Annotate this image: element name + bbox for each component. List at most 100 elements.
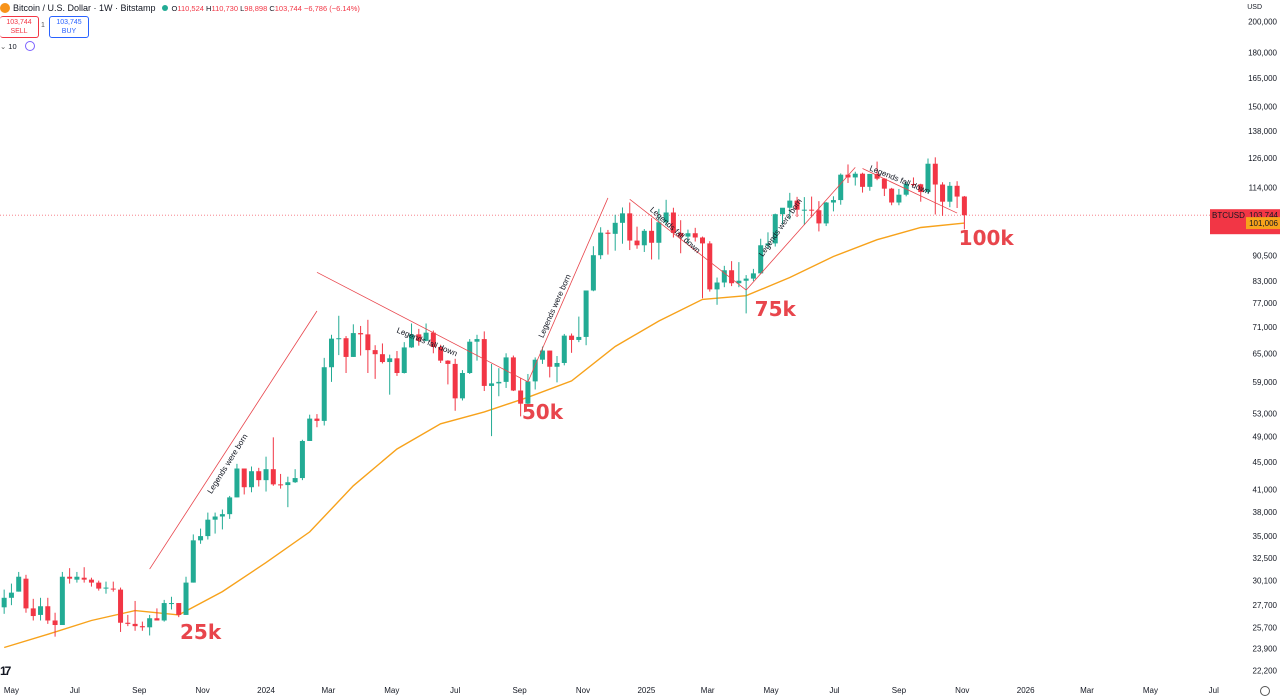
candle-body: [634, 240, 640, 246]
candle-body: [532, 359, 538, 382]
candle: [183, 576, 189, 615]
candle: [532, 357, 538, 390]
sell-button[interactable]: 103,744 SELL: [0, 16, 39, 38]
candle: [489, 363, 495, 437]
y-tick-label: 53,000: [1253, 410, 1278, 419]
candle-body: [743, 278, 749, 281]
candle: [576, 316, 582, 343]
candle: [314, 414, 320, 428]
candle: [670, 207, 676, 238]
candle-body: [729, 270, 735, 284]
candle: [496, 368, 502, 397]
candle-body: [270, 469, 276, 485]
candle: [263, 456, 269, 492]
candle: [816, 201, 822, 232]
candle: [147, 614, 153, 636]
candle: [350, 324, 356, 357]
candle-body: [67, 576, 73, 579]
candles-layer: [1, 157, 967, 637]
candle-body: [190, 540, 196, 583]
x-tick-label: May: [1143, 686, 1158, 695]
candle-body: [74, 576, 80, 580]
candle: [838, 173, 844, 205]
candle-body: [467, 341, 473, 374]
candle-body: [496, 381, 502, 384]
candle: [270, 437, 276, 486]
x-tick-label: Sep: [512, 686, 527, 695]
currency-label[interactable]: USD: [1247, 4, 1262, 11]
y-tick-label: 59,000: [1253, 378, 1278, 387]
y-tick-label: 165,000: [1248, 74, 1277, 83]
candle: [379, 343, 385, 364]
candle: [467, 339, 473, 374]
spread-value: 1: [41, 22, 45, 29]
candle-body: [132, 623, 138, 627]
x-tick-label: Nov: [196, 686, 210, 695]
candle-body: [23, 578, 29, 609]
candle-body: [474, 339, 480, 342]
indicator-settings-icon[interactable]: [24, 41, 35, 51]
candle-body: [227, 497, 233, 515]
candle: [750, 268, 756, 282]
x-tick-label: Jul: [829, 686, 839, 695]
trend-line: [149, 310, 318, 570]
candle-body: [59, 576, 65, 626]
candle-body: [714, 282, 720, 290]
candle-body: [932, 163, 938, 185]
x-tick-label: Jul: [1209, 686, 1219, 695]
candle-body: [459, 373, 465, 399]
candle-body: [678, 232, 684, 237]
settings-icon[interactable]: [1260, 686, 1270, 696]
candle: [896, 188, 902, 206]
candle-body: [394, 358, 400, 374]
candle-body: [489, 383, 495, 386]
symbol-title[interactable]: Bitcoin / U.S. Dollar · 1W · Bitstamp: [13, 3, 156, 13]
candle: [74, 571, 80, 583]
y-tick-label: 150,000: [1248, 102, 1277, 111]
candle-body: [940, 184, 946, 202]
candle-body: [307, 418, 313, 441]
candle: [1, 589, 7, 614]
candle: [292, 469, 298, 483]
buy-button[interactable]: 103,745 BUY: [49, 16, 89, 38]
x-tick-label: Sep: [892, 686, 907, 695]
candle: [227, 495, 233, 519]
candle-body: [525, 381, 531, 404]
candle: [16, 571, 22, 592]
candle: [445, 360, 451, 385]
candle-body: [889, 188, 895, 203]
candle-body: [372, 350, 378, 355]
candle-body: [16, 576, 22, 592]
candle: [947, 181, 953, 208]
y-tick-label: 83,000: [1253, 277, 1278, 286]
candle-body: [692, 233, 698, 238]
candle: [721, 265, 727, 288]
candle: [910, 177, 916, 187]
candle-body: [925, 163, 931, 193]
y-tick-label: 30,100: [1253, 577, 1278, 586]
candle-body: [81, 577, 87, 580]
candle: [401, 342, 407, 374]
candle-body: [583, 290, 589, 337]
candle: [823, 201, 829, 227]
candle-body: [954, 185, 960, 197]
candle: [416, 328, 422, 346]
last-price-badge: 103,744: [1249, 211, 1278, 220]
candle: [23, 574, 29, 613]
candle: [285, 476, 291, 508]
axes-layer: 200,000180,000165,000150,000138,000126,0…: [4, 17, 1280, 695]
level-label: 50k: [522, 400, 564, 424]
candle-body: [285, 482, 291, 486]
candle: [801, 197, 807, 225]
candle-body: [670, 212, 676, 233]
chevron-down-icon[interactable]: ⌄: [0, 41, 7, 51]
candle: [547, 350, 553, 378]
candle-body: [8, 592, 14, 598]
candle-body: [110, 588, 116, 590]
y-tick-label: 114,000: [1249, 183, 1278, 192]
candle-body: [409, 334, 415, 348]
candle-body: [838, 174, 844, 201]
candle-body: [430, 332, 436, 347]
indicator-length: 10: [8, 41, 17, 51]
